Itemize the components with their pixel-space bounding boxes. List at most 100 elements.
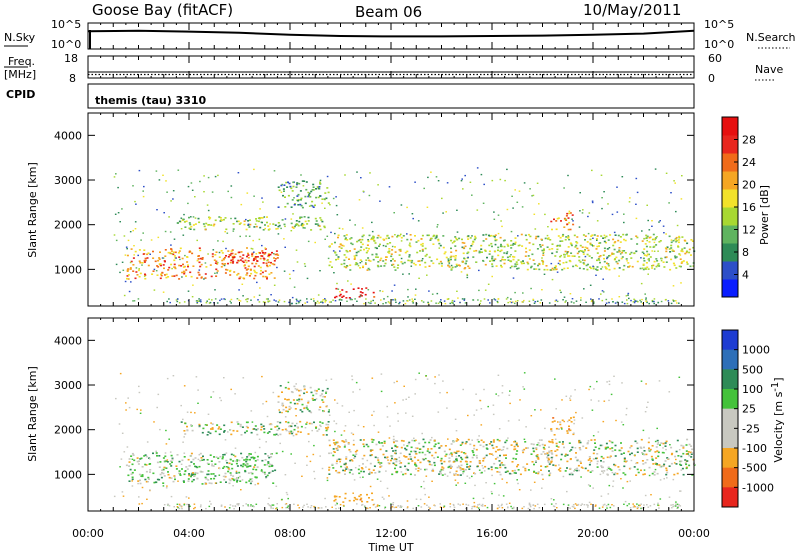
echo-cell xyxy=(221,457,224,460)
echo-cell xyxy=(207,413,210,415)
echo-cell xyxy=(215,456,218,458)
echo-cell xyxy=(616,262,619,265)
echo-cell xyxy=(219,481,222,483)
echo-cell xyxy=(219,428,222,430)
echo-cell xyxy=(656,443,659,445)
echo-cell xyxy=(635,250,638,253)
echo-cell xyxy=(673,264,676,267)
echo-cell xyxy=(595,274,597,276)
echo-cell xyxy=(261,375,263,378)
echo-cell xyxy=(290,187,293,190)
echo-cell xyxy=(417,260,420,262)
echo-cell xyxy=(549,269,552,271)
echo-cell xyxy=(290,430,293,433)
x-tick-label: 08:00 xyxy=(274,527,306,540)
echo-cell xyxy=(587,263,589,266)
echo-cell xyxy=(596,245,599,248)
echo-cell xyxy=(395,440,397,442)
echo-cell xyxy=(572,504,575,506)
echo-cell xyxy=(624,239,627,242)
echo-cell xyxy=(178,256,181,258)
echo-cell xyxy=(532,299,535,301)
echo-cell xyxy=(292,431,294,433)
echo-cell xyxy=(670,247,673,249)
echo-cell xyxy=(365,443,368,446)
echo-cell xyxy=(147,252,150,254)
echo-cell xyxy=(311,189,314,191)
echo-cell xyxy=(138,275,141,278)
echo-cell xyxy=(321,300,324,303)
echo-cell xyxy=(318,225,321,227)
echo-cell xyxy=(572,223,575,226)
echo-cell xyxy=(227,470,230,473)
echo-cell xyxy=(131,463,134,466)
echo-cell xyxy=(358,465,361,467)
echo-cell xyxy=(516,450,519,452)
echo-cell xyxy=(292,185,295,188)
y-tick-label: 3000 xyxy=(54,174,82,187)
echo-cell xyxy=(287,381,290,384)
echo-cell xyxy=(686,242,689,245)
echo-cell xyxy=(358,296,361,298)
echo-cell xyxy=(645,255,648,257)
echo-cell xyxy=(197,217,200,220)
echo-cell xyxy=(533,263,536,265)
echo-cell xyxy=(510,240,513,242)
echo-cell xyxy=(211,428,214,430)
echo-cell xyxy=(143,455,146,457)
colorbar-swatch xyxy=(722,369,738,390)
echo-cell xyxy=(515,442,518,445)
echo-cell xyxy=(173,266,176,268)
echo-cell xyxy=(389,425,391,427)
echo-cell xyxy=(354,450,357,453)
echo-cell xyxy=(671,507,673,509)
echo-cell xyxy=(325,379,328,381)
echo-cell xyxy=(348,469,351,471)
echo-cell xyxy=(501,449,503,451)
echo-cell xyxy=(333,451,336,453)
echo-cell xyxy=(397,264,400,266)
echo-cell xyxy=(611,253,614,255)
echo-cell xyxy=(172,190,175,192)
echo-cell xyxy=(508,255,511,258)
echo-cell xyxy=(682,473,685,476)
echo-cell xyxy=(353,499,356,502)
echo-cell xyxy=(507,259,510,261)
echo-cell xyxy=(380,462,383,464)
echo-cell xyxy=(360,470,363,473)
echo-cell xyxy=(672,262,675,265)
echo-cell xyxy=(549,472,552,474)
echo-cell xyxy=(259,273,262,275)
echo-cell xyxy=(483,388,485,391)
echo-cell xyxy=(400,471,403,473)
echo-cell xyxy=(655,244,658,246)
echo-cell xyxy=(584,255,587,258)
echo-cell xyxy=(190,216,192,218)
echo-cell xyxy=(204,277,207,279)
echo-cell xyxy=(582,234,585,236)
echo-cell xyxy=(542,263,544,265)
echo-cell xyxy=(472,240,475,243)
echo-cell xyxy=(431,468,434,471)
echo-cell xyxy=(644,461,647,464)
echo-cell xyxy=(600,293,602,295)
echo-cell xyxy=(603,191,605,193)
echo-cell xyxy=(543,503,546,506)
echo-cell xyxy=(535,460,537,462)
echo-cell xyxy=(346,239,349,241)
echo-cell xyxy=(627,292,630,295)
echo-cell xyxy=(407,300,409,302)
echo-cell xyxy=(427,460,430,462)
echo-cell xyxy=(248,275,251,277)
echo-cell xyxy=(143,275,146,277)
echo-cell xyxy=(414,378,417,381)
echo-cell xyxy=(465,260,468,262)
echo-cell xyxy=(262,275,265,278)
echo-cell xyxy=(675,300,677,302)
echo-cell xyxy=(536,503,539,505)
echo-cell xyxy=(657,502,659,504)
echo-cell xyxy=(313,300,315,302)
echo-cell xyxy=(542,249,545,251)
echo-cell xyxy=(615,419,617,422)
echo-cell xyxy=(171,458,174,461)
